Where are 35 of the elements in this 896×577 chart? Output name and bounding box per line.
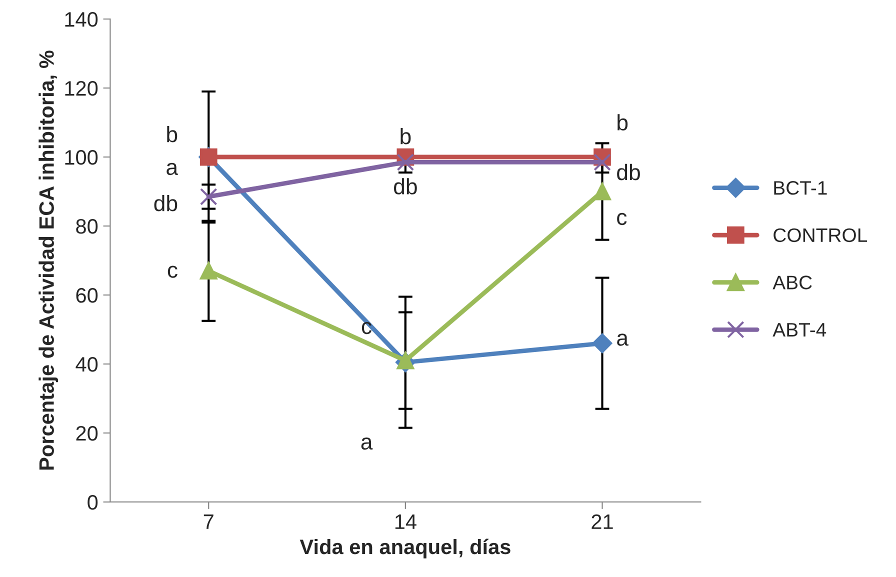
x-axis-title: Vida en anaquel, días <box>300 538 510 558</box>
annotation: c <box>362 322 372 334</box>
annotation: c <box>617 212 627 226</box>
annotation: db <box>617 164 640 180</box>
y-axis-title: Porcentaje de Actividad ECA inhibitoria, % <box>38 50 58 470</box>
annotation: a <box>361 438 373 450</box>
annotation: a <box>166 162 178 176</box>
legend-label: ABT-4 <box>772 323 826 336</box>
annotation: a <box>617 334 629 346</box>
annotation: db <box>154 194 178 212</box>
point <box>594 182 611 200</box>
y-tick-label: 120 <box>65 81 98 96</box>
legend-label: BCT-1 <box>774 181 827 195</box>
x-tick-label: 7 <box>204 514 214 529</box>
y-tick-label: 60 <box>76 288 98 303</box>
annotation: b <box>167 126 178 142</box>
y-tick-label: 80 <box>76 219 98 234</box>
legend-label: CONTROL <box>774 228 868 242</box>
annotation: b <box>618 114 628 130</box>
x-tick-label: 21 <box>592 514 613 529</box>
legend-label: ABC <box>772 276 812 290</box>
annotation: db <box>394 178 417 194</box>
point <box>594 154 611 171</box>
y-tick-label: 20 <box>76 426 98 441</box>
point <box>200 188 218 206</box>
annotation: b <box>400 128 411 144</box>
y-tick-label: 100 <box>65 150 98 165</box>
point <box>592 333 612 354</box>
point <box>396 154 414 171</box>
y-tick-label: 40 <box>76 357 98 372</box>
annotation: c <box>168 266 178 278</box>
x-tick-label: 14 <box>395 514 416 529</box>
y-tick-label: 0 <box>88 494 98 510</box>
y-tick-label: 140 <box>65 12 98 27</box>
point <box>200 262 218 280</box>
